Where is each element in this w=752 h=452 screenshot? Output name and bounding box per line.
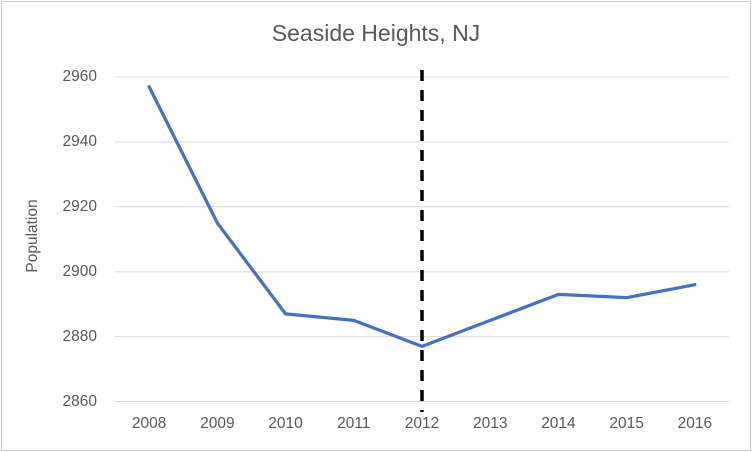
x-tick-label: 2016 bbox=[677, 415, 713, 432]
y-tick-label: 2900 bbox=[62, 262, 97, 280]
x-tick-label: 2014 bbox=[541, 415, 576, 432]
y-tick-label: 2920 bbox=[62, 197, 97, 215]
x-tick-label: 2010 bbox=[268, 415, 303, 432]
x-tick-label: 2013 bbox=[472, 415, 508, 432]
y-tick-label: 2940 bbox=[62, 132, 97, 150]
x-tick-label: 2008 bbox=[131, 415, 167, 432]
y-tick-label: 2880 bbox=[62, 327, 97, 345]
population-line-series bbox=[147, 85, 697, 348]
chart-title: Seaside Heights, NJ bbox=[271, 20, 481, 46]
x-tick-label: 2015 bbox=[609, 415, 644, 432]
y-tick-label: 2960 bbox=[62, 68, 97, 85]
x-tick-label: 2012 bbox=[404, 415, 440, 432]
y-tick-label: 2860 bbox=[62, 392, 97, 410]
x-tick-label: 2011 bbox=[337, 415, 371, 432]
x-tick-label: 2009 bbox=[200, 415, 235, 432]
